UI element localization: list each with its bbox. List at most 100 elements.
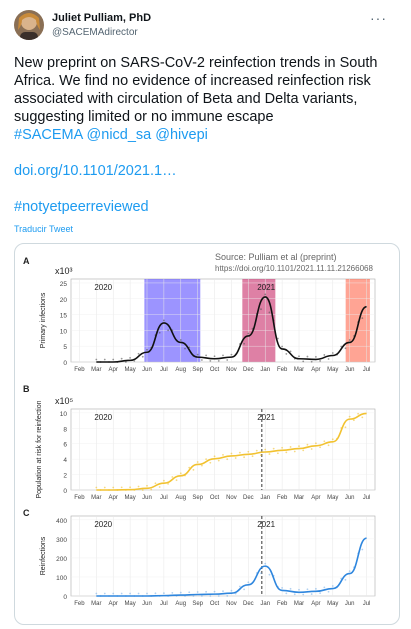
tweet-text: New preprint on SARS-CoV-2 reinfection t…: [14, 54, 399, 216]
variant-band-3: [345, 279, 370, 362]
translate-tweet-link[interactable]: Traducir Tweet: [14, 224, 74, 234]
data-point: [289, 446, 292, 448]
data-point: [200, 359, 203, 361]
x-tick-label: Jul: [160, 367, 168, 373]
data-point: [188, 591, 191, 594]
data-point: [146, 484, 148, 487]
data-point: [302, 360, 305, 363]
data-point: [243, 342, 246, 345]
x-tick-label: Feb: [74, 601, 85, 607]
x-tick-label: Feb: [277, 601, 288, 607]
data-point: [344, 347, 347, 350]
data-point: [209, 595, 212, 597]
data-point: [268, 573, 271, 576]
y-tick-label: 8: [63, 426, 67, 433]
data-point: [293, 593, 296, 596]
data-point: [167, 329, 170, 332]
data-point: [154, 592, 157, 595]
data-point: [171, 476, 174, 478]
data-point: [243, 456, 246, 459]
data-point: [158, 486, 161, 488]
data-point: [112, 486, 115, 489]
data-point: [298, 355, 300, 358]
x-tick-label: May: [327, 367, 338, 373]
data-point: [348, 339, 351, 341]
x-tick-label: Mar: [294, 367, 304, 373]
data-point: [205, 590, 208, 593]
data-point: [222, 354, 224, 357]
data-point: [281, 587, 284, 589]
data-point: [217, 595, 220, 597]
tweet-image-figure[interactable]: Source: Pulliam et al (preprint) https:/…: [14, 243, 400, 625]
x-tick-label: Jan: [260, 495, 270, 501]
data-point: [238, 585, 241, 588]
author-name[interactable]: Juliet Pulliam, PhD: [52, 12, 152, 24]
variant-band-2: [242, 279, 276, 362]
y-tick-label: 400: [56, 518, 67, 525]
data-point: [124, 361, 127, 363]
data-point: [213, 455, 216, 458]
data-point: [230, 353, 233, 356]
data-point: [196, 353, 199, 356]
x-tick-label: Mar: [91, 495, 101, 501]
x-tick-label: Jul: [363, 495, 371, 501]
data-point: [226, 458, 229, 461]
y-tick-label: 4: [63, 457, 67, 464]
more-options-icon[interactable]: ···: [370, 10, 387, 26]
data-point: [344, 578, 347, 581]
hashtag-notyetpeerreviewed[interactable]: #notyetpeerreviewed: [14, 199, 149, 215]
hashtag-sacema[interactable]: #SACEMA: [14, 127, 83, 143]
y-axis-label: Reinfections: [40, 536, 47, 575]
data-point: [167, 482, 170, 485]
x-tick-label: Aug: [175, 495, 186, 501]
tweet-body: New preprint on SARS-CoV-2 reinfection t…: [14, 55, 378, 125]
data-point: [327, 358, 330, 360]
data-point: [146, 348, 148, 351]
data-point: [272, 447, 275, 450]
plot-frame: [70, 278, 376, 363]
data-point: [319, 592, 322, 595]
data-point: [319, 446, 322, 449]
source-line-1: Source: Pulliam et al (preprint): [215, 252, 337, 262]
y-axis-label: Primary infections: [40, 292, 47, 348]
mention-hivepi[interactable]: @hivepi: [155, 127, 208, 143]
plot-frame: [70, 408, 376, 491]
data-point: [213, 590, 216, 593]
data-point: [95, 592, 98, 595]
year-label-2021: 2021: [257, 283, 275, 292]
data-point: [184, 347, 186, 350]
x-tick-label: May: [124, 495, 135, 501]
y-tick-label: 6: [63, 442, 67, 449]
x-tick-label: May: [327, 601, 338, 607]
data-point: [192, 595, 195, 597]
source-line-2: https://doi.org/10.1101/2021.11.11.21266…: [215, 264, 373, 273]
data-point: [226, 595, 229, 597]
x-tick-label: Apr: [109, 601, 118, 607]
data-point: [95, 486, 98, 489]
y-tick-label: 10: [60, 328, 68, 335]
data-point: [310, 360, 313, 363]
year-label-2020: 2020: [94, 283, 112, 292]
x-tick-label: Nov: [226, 495, 237, 501]
data-point: [217, 359, 220, 362]
data-point: [331, 352, 334, 354]
data-point: [205, 354, 208, 357]
data-point: [175, 479, 178, 482]
avatar[interactable]: [14, 10, 44, 40]
doi-link[interactable]: doi.org/10.1101/2021.1…: [14, 163, 177, 179]
x-tick-label: Jun: [345, 601, 355, 607]
data-point: [112, 592, 115, 595]
x-tick-label: Feb: [277, 367, 288, 373]
x-tick-label: Jul: [363, 367, 371, 373]
y-tick-label: 300: [56, 537, 67, 544]
data-point: [281, 446, 284, 449]
data-point: [264, 293, 267, 296]
x-tick-label: Oct: [210, 495, 220, 501]
data-point: [129, 592, 132, 595]
y-axis-label: Population at risk for reinfection: [36, 400, 43, 498]
mention-nicd[interactable]: @nicd_sa: [86, 127, 152, 143]
author-handle[interactable]: @SACEMAdirector: [52, 27, 138, 38]
data-point: [217, 459, 220, 462]
y-tick-label: 15: [60, 313, 68, 320]
